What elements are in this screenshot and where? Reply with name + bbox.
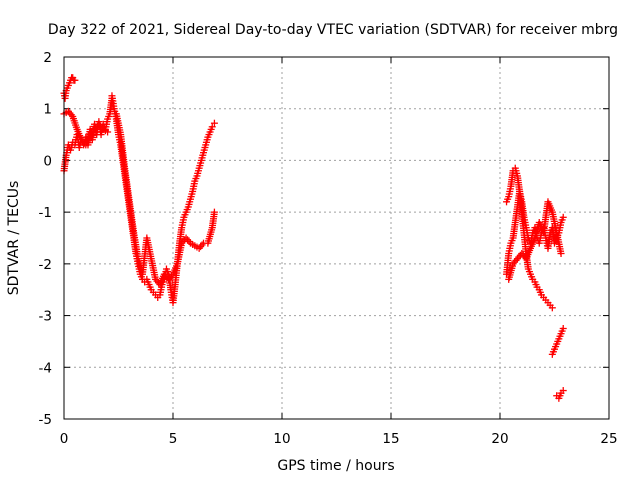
y-tick-label: -4	[39, 360, 52, 376]
axis-ticks: 0 5 10 15 20 25 -5 -4 -3 -2 -1 0 1 2	[39, 50, 618, 447]
data-point	[559, 387, 567, 395]
series-seg-e	[112, 110, 218, 289]
chart-title: Day 322 of 2021, Sidereal Day-to-day VTE…	[48, 22, 618, 38]
x-tick-label: 0	[60, 431, 69, 447]
y-tick-label: -1	[39, 205, 52, 221]
data-point	[548, 304, 556, 312]
data-point	[104, 128, 112, 136]
x-tick-label: 25	[600, 431, 617, 447]
y-tick-label: 1	[43, 102, 52, 118]
series-seg-c	[60, 107, 112, 149]
data-point	[210, 208, 218, 216]
y-tick-label: 2	[43, 50, 52, 66]
plot-border	[63, 56, 610, 420]
x-tick-label: 5	[169, 431, 178, 447]
series-seg-i	[548, 325, 567, 358]
y-axis-label: SDTVAR / TECUs	[6, 181, 22, 296]
series-seg-g	[503, 164, 556, 312]
x-axis-label: GPS time / hours	[277, 458, 394, 474]
x-tick-label: 10	[273, 431, 290, 447]
x-tick-label: 15	[382, 431, 399, 447]
data-point	[559, 325, 567, 332]
data-points	[60, 74, 567, 402]
data-point	[559, 213, 567, 221]
y-tick-label: -2	[39, 257, 52, 273]
y-tick-label: -3	[39, 309, 52, 325]
data-point	[208, 123, 216, 131]
data-point	[210, 119, 218, 127]
data-point	[71, 76, 79, 84]
data-point	[557, 250, 565, 258]
y-tick-label: 0	[43, 153, 52, 169]
y-tick-label: -5	[39, 412, 52, 428]
series-seg-j	[553, 387, 567, 402]
series-seg-h	[505, 198, 565, 283]
x-tick-label: 20	[491, 431, 508, 447]
series-seg-b	[60, 74, 79, 102]
